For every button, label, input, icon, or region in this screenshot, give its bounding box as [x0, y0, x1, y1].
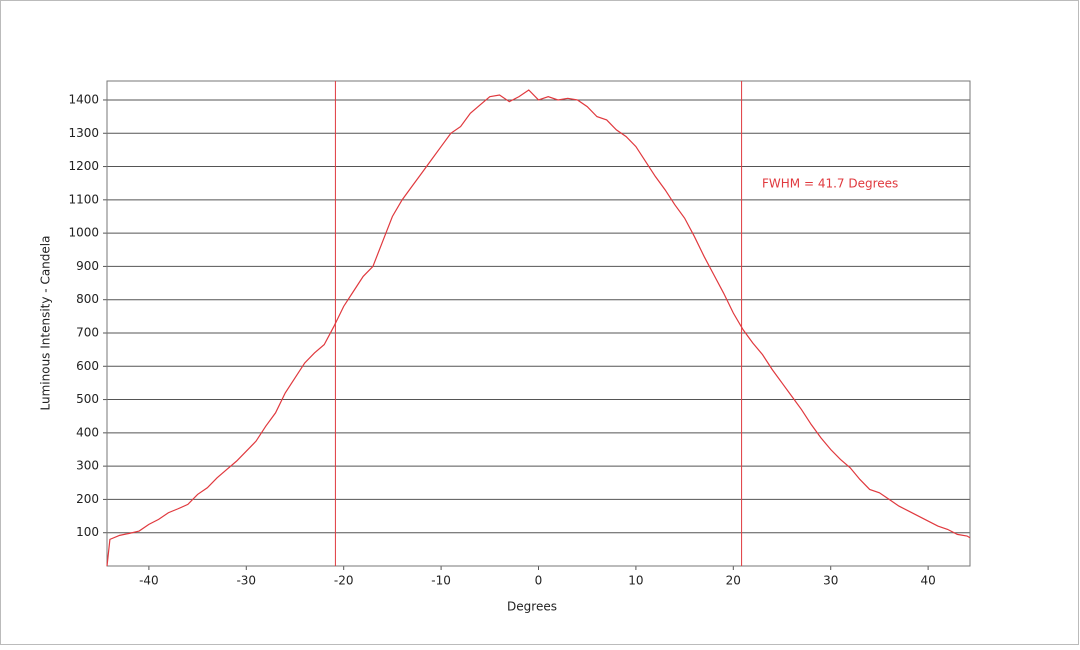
y-tick-label: 800: [76, 292, 99, 306]
x-tick-label: 40: [920, 574, 935, 588]
y-tick-label: 400: [76, 425, 99, 439]
y-tick-label: 700: [76, 325, 99, 339]
y-axis-label: Luminous Intensity - Candela: [39, 236, 53, 411]
y-tick-label: 100: [76, 525, 99, 539]
x-tick-label: -10: [431, 574, 451, 588]
x-tick-label: 10: [628, 574, 643, 588]
x-axis-label: Degrees: [507, 600, 557, 614]
y-tick-label: 1300: [68, 126, 99, 140]
x-tick-label: 20: [726, 574, 741, 588]
x-tick-label: 30: [823, 574, 838, 588]
y-tick-label: 500: [76, 392, 99, 406]
x-tick-label: -30: [236, 574, 256, 588]
plot-area: [106, 80, 971, 567]
y-tick-label: 900: [76, 259, 99, 273]
x-tick-label: -20: [334, 574, 354, 588]
x-tick-label: 0: [535, 574, 543, 588]
y-tick-label: 1200: [68, 159, 99, 173]
y-tick-label: 1000: [68, 226, 99, 240]
data-line: [106, 89, 971, 567]
y-tick-label: 1400: [68, 92, 99, 106]
y-tick-label: 600: [76, 359, 99, 373]
annotation: FWHM = 41.7 Degrees: [762, 177, 898, 191]
y-tick-label: 300: [76, 459, 99, 473]
x-tick-label: -40: [139, 574, 159, 588]
y-tick-label: 200: [76, 492, 99, 506]
y-tick-label: 1100: [68, 192, 99, 206]
